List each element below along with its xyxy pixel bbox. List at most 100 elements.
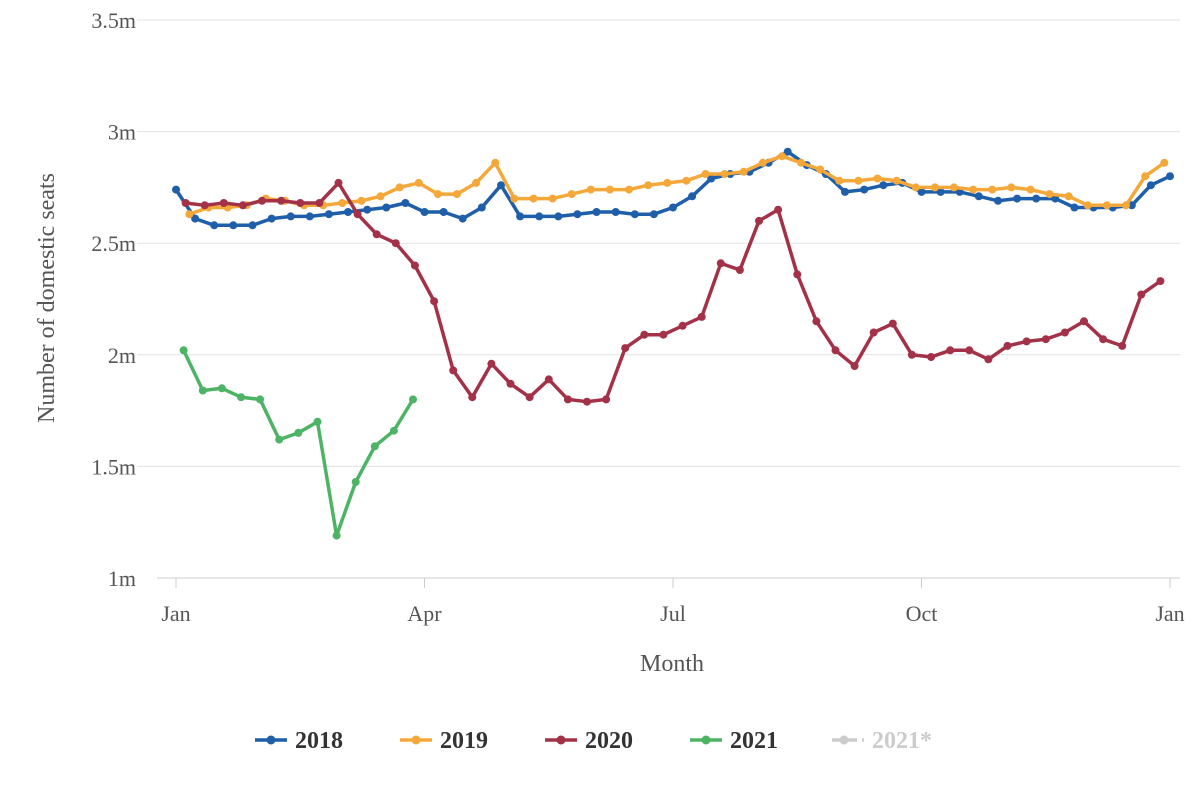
data-point[interactable] (640, 330, 649, 339)
data-point[interactable] (433, 190, 442, 199)
data-point[interactable] (1032, 194, 1041, 203)
data-point[interactable] (372, 230, 381, 239)
data-point[interactable] (510, 194, 519, 203)
legend-item-2021[interactable]: 2021 (690, 728, 778, 754)
data-point[interactable] (720, 170, 729, 178)
data-point[interactable] (678, 321, 687, 330)
data-point[interactable] (395, 183, 404, 192)
data-point[interactable] (353, 210, 362, 219)
data-point[interactable] (410, 261, 419, 270)
data-point[interactable] (363, 205, 372, 214)
data-point[interactable] (219, 199, 228, 207)
data-point[interactable] (812, 317, 821, 326)
data-point[interactable] (716, 259, 725, 268)
data-point[interactable] (1141, 172, 1150, 181)
data-point[interactable] (936, 187, 945, 196)
data-point[interactable] (324, 210, 333, 219)
data-point[interactable] (449, 366, 458, 375)
data-point[interactable] (468, 393, 477, 402)
data-point[interactable] (701, 170, 710, 178)
data-point[interactable] (630, 210, 639, 219)
data-point[interactable] (1045, 190, 1054, 199)
data-point[interactable] (688, 192, 697, 201)
data-point[interactable] (965, 346, 974, 355)
data-point[interactable] (1003, 341, 1012, 350)
data-point[interactable] (1102, 201, 1111, 210)
data-point[interactable] (409, 395, 417, 404)
data-point[interactable] (1083, 201, 1092, 210)
data-point[interactable] (682, 176, 691, 185)
data-point[interactable] (586, 185, 595, 194)
data-point[interactable] (774, 205, 783, 214)
data-point[interactable] (927, 353, 936, 361)
data-point[interactable] (420, 208, 429, 216)
data-point[interactable] (644, 181, 653, 190)
data-point[interactable] (1118, 341, 1127, 350)
data-point[interactable] (1070, 203, 1079, 212)
data-point[interactable] (313, 417, 322, 426)
data-point[interactable] (338, 199, 347, 207)
data-point[interactable] (831, 346, 840, 355)
data-point[interactable] (185, 210, 194, 219)
data-point[interactable] (210, 221, 219, 230)
data-point[interactable] (950, 183, 958, 192)
data-point[interactable] (816, 165, 825, 174)
data-point[interactable] (286, 212, 295, 221)
data-point[interactable] (1060, 328, 1069, 337)
data-point[interactable] (611, 208, 620, 216)
data-point[interactable] (357, 196, 366, 205)
data-point[interactable] (277, 196, 286, 205)
data-point[interactable] (1007, 183, 1016, 192)
data-point[interactable] (275, 435, 284, 444)
data-point[interactable] (649, 210, 658, 219)
data-point[interactable] (946, 346, 955, 355)
data-point[interactable] (198, 386, 207, 395)
data-point[interactable] (860, 185, 869, 194)
data-point[interactable] (1127, 201, 1136, 210)
data-point[interactable] (605, 185, 614, 194)
data-point[interactable] (974, 192, 983, 201)
data-point[interactable] (382, 203, 391, 212)
data-point[interactable] (573, 210, 582, 219)
data-point[interactable] (911, 183, 920, 192)
data-point[interactable] (344, 208, 352, 216)
data-point[interactable] (735, 266, 744, 274)
data-point[interactable] (548, 194, 557, 203)
data-point[interactable] (334, 178, 343, 187)
data-point[interactable] (229, 221, 238, 230)
data-point[interactable] (994, 196, 1002, 205)
data-point[interactable] (797, 158, 806, 167)
data-point[interactable] (315, 199, 324, 207)
data-point[interactable] (305, 212, 314, 221)
data-point[interactable] (739, 167, 748, 176)
data-point[interactable] (892, 176, 901, 185)
legend-item-2018[interactable]: 2018 (255, 728, 343, 754)
data-point[interactable] (258, 196, 266, 205)
data-point[interactable] (1122, 201, 1130, 210)
data-point[interactable] (592, 208, 601, 216)
data-point[interactable] (854, 176, 863, 185)
data-point[interactable] (783, 147, 792, 156)
data-point[interactable] (758, 158, 767, 167)
data-point[interactable] (237, 393, 245, 402)
data-point[interactable] (248, 221, 257, 230)
data-point[interactable] (430, 297, 439, 306)
data-point[interactable] (1137, 290, 1146, 299)
data-point[interactable] (256, 395, 265, 404)
data-point[interactable] (984, 355, 993, 364)
data-point[interactable] (1022, 337, 1031, 346)
data-point[interactable] (491, 158, 500, 167)
data-point[interactable] (879, 181, 888, 190)
data-point[interactable] (793, 270, 802, 279)
data-point[interactable] (869, 328, 878, 337)
data-point[interactable] (1026, 185, 1035, 194)
data-point[interactable] (181, 199, 190, 207)
data-point[interactable] (1156, 277, 1165, 286)
data-point[interactable] (332, 531, 341, 540)
data-point[interactable] (472, 178, 481, 187)
data-point[interactable] (535, 212, 544, 221)
data-point[interactable] (663, 178, 672, 187)
data-point[interactable] (401, 199, 410, 207)
data-point[interactable] (697, 312, 706, 321)
data-point[interactable] (602, 395, 611, 404)
